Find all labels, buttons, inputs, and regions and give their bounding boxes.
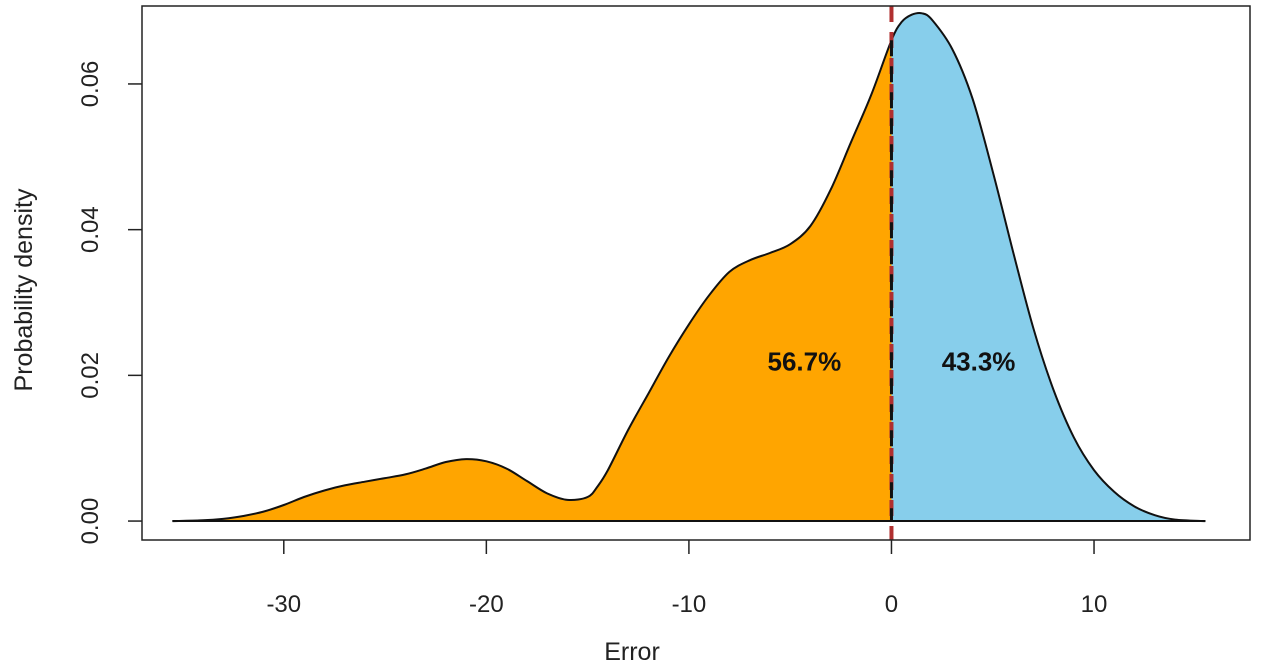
- y-axis-title: Probability density: [10, 188, 38, 391]
- x-tick-label: 0: [885, 591, 898, 618]
- x-tick-label: -30: [266, 591, 301, 618]
- x-axis: -30 -20 -10 0 10: [266, 540, 1107, 618]
- y-tick-label: 0.02: [77, 352, 104, 399]
- positive-percent-label: 43.3%: [942, 347, 1016, 377]
- x-tick-label: -10: [672, 591, 707, 618]
- y-tick-label: 0.04: [77, 206, 104, 253]
- x-tick-label: 10: [1081, 591, 1108, 618]
- x-axis-title: Error: [604, 638, 660, 666]
- negative-region: [172, 40, 892, 522]
- positive-region: [891, 12, 1206, 522]
- x-tick-label: -20: [469, 591, 504, 618]
- y-tick-label: 0.00: [77, 498, 104, 545]
- y-axis: 0.00 0.02 0.04 0.06: [77, 61, 142, 545]
- density-curve: [172, 11, 1206, 523]
- plot-frame: [141, 5, 1251, 541]
- y-tick-label: 0.06: [77, 61, 104, 108]
- negative-percent-label: 56.7%: [768, 347, 842, 377]
